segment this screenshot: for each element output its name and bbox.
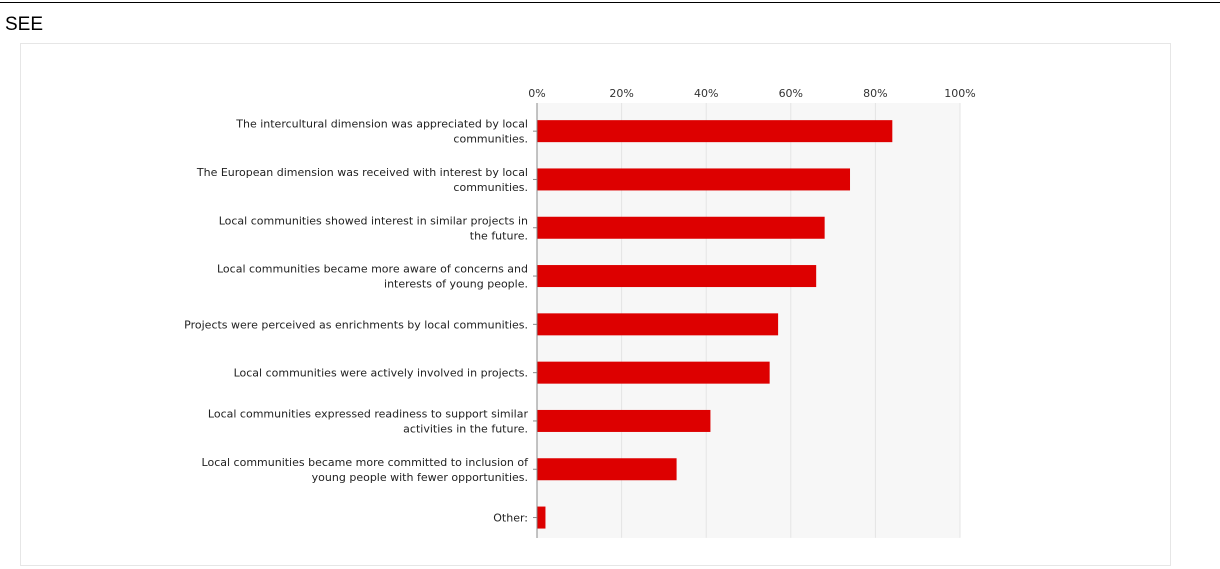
category-label: Local communities were actively involved… bbox=[234, 367, 528, 380]
category-label-line: activities in the future. bbox=[403, 422, 528, 435]
bar bbox=[537, 313, 779, 336]
bar bbox=[537, 168, 851, 191]
bar bbox=[537, 265, 817, 288]
bar bbox=[537, 120, 893, 143]
bar bbox=[537, 409, 711, 432]
category-label-line: Projects were perceived as enrichments b… bbox=[184, 318, 528, 331]
category-label: Local communities became more committed … bbox=[202, 456, 530, 484]
category-label: Local communities became more aware of c… bbox=[217, 263, 528, 291]
bar bbox=[537, 458, 677, 481]
category-label-line: communities. bbox=[453, 133, 528, 146]
x-tick-label: 100% bbox=[944, 87, 975, 100]
bar bbox=[537, 506, 546, 529]
category-label-line: Other: bbox=[493, 512, 528, 525]
category-label-line: communities. bbox=[453, 181, 528, 194]
x-tick-label: 60% bbox=[779, 87, 803, 100]
category-label-line: The intercultural dimension was apprecia… bbox=[235, 118, 528, 131]
category-label: Local communities showed interest in sim… bbox=[219, 214, 528, 242]
section-label: SEE bbox=[5, 14, 44, 35]
x-tick-label: 40% bbox=[694, 87, 718, 100]
category-label: Other: bbox=[493, 512, 528, 525]
category-label-line: interests of young people. bbox=[384, 278, 528, 291]
x-tick-label: 0% bbox=[528, 87, 545, 100]
top-divider bbox=[0, 2, 1220, 3]
category-label-line: Local communities were actively involved… bbox=[234, 367, 528, 380]
category-label-line: The European dimension was received with… bbox=[196, 166, 528, 179]
category-label-line: Local communities expressed readiness to… bbox=[208, 407, 529, 420]
category-label-line: Local communities became more committed … bbox=[202, 456, 530, 469]
category-label: The intercultural dimension was apprecia… bbox=[235, 118, 528, 146]
bar bbox=[537, 361, 770, 384]
category-label: Projects were perceived as enrichments b… bbox=[184, 318, 528, 331]
category-labels: The intercultural dimension was apprecia… bbox=[184, 118, 529, 525]
x-axis-ticks: 0% 20% 40% 60% 80% 100% bbox=[528, 87, 975, 100]
category-label-line: Local communities showed interest in sim… bbox=[219, 214, 528, 227]
category-label-line: young people with fewer opportunities. bbox=[312, 471, 528, 484]
category-label: Local communities expressed readiness to… bbox=[208, 407, 529, 435]
category-label-line: Local communities became more aware of c… bbox=[217, 263, 528, 276]
category-label: The European dimension was received with… bbox=[196, 166, 528, 194]
x-tick-label: 80% bbox=[863, 87, 887, 100]
category-label-line: the future. bbox=[470, 229, 528, 242]
x-tick-label: 20% bbox=[609, 87, 633, 100]
bars bbox=[533, 120, 893, 529]
bar bbox=[537, 216, 825, 239]
